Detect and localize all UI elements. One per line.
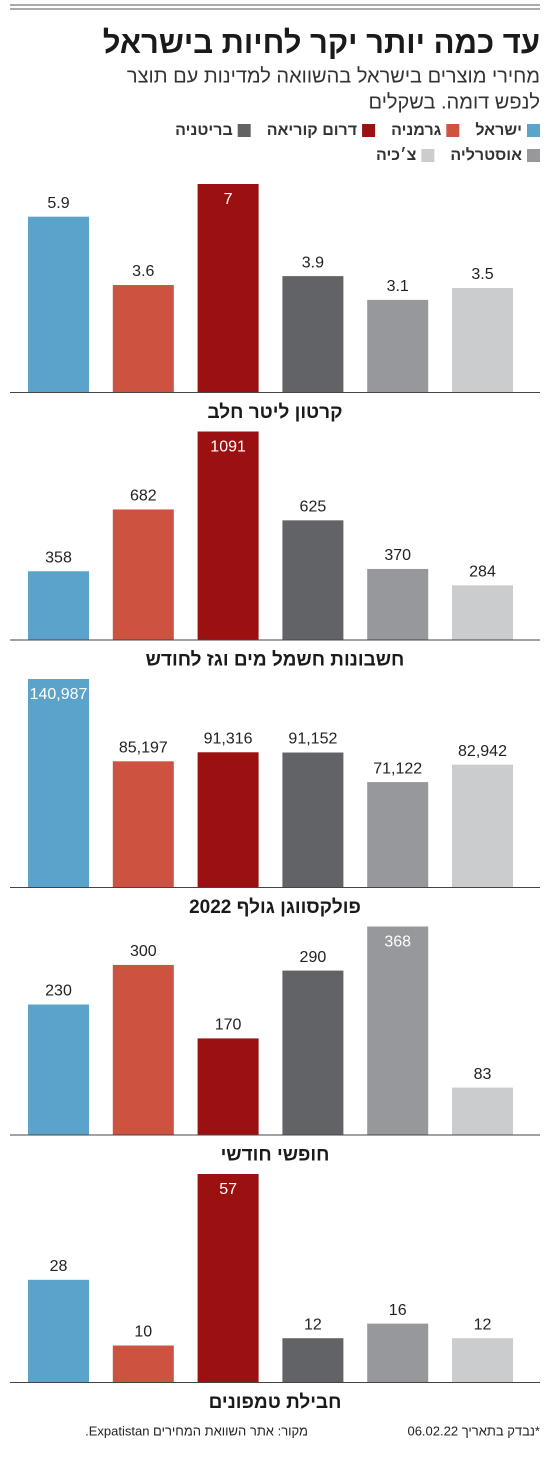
- chart-title: חשבונות חשמל מים וגז לחודש: [146, 650, 405, 671]
- value-label: 10: [134, 1324, 152, 1341]
- bar: [282, 276, 344, 392]
- bar: [282, 752, 344, 887]
- bar: [112, 761, 174, 887]
- bar: [28, 679, 89, 887]
- value-label: 3.6: [132, 263, 154, 280]
- legend-swatch: [362, 124, 376, 137]
- bar: [452, 585, 513, 640]
- value-label: 85,197: [119, 740, 168, 757]
- bar: [367, 782, 429, 887]
- legend-label: צ׳כיה: [376, 147, 416, 164]
- title: עד כמה יותר יקר לחיות בישראל: [103, 25, 540, 60]
- value-label: 7: [224, 191, 233, 208]
- value-label: 300: [130, 943, 157, 960]
- source: מקור: אתר השוואת המחירים Expatistan.: [85, 1423, 308, 1438]
- bar: [28, 1279, 89, 1382]
- value-label: 230: [45, 983, 72, 1000]
- subtitle: לנפש דומה. בשקלים: [369, 91, 540, 113]
- chart-title: פולקסווגן גולף 2022: [189, 897, 361, 918]
- value-label: 57: [219, 1181, 237, 1198]
- bar: [197, 1174, 259, 1382]
- bar: [452, 764, 513, 887]
- value-label: 1091: [210, 439, 246, 456]
- bar: [197, 184, 259, 392]
- bar: [367, 568, 429, 640]
- bar: [367, 299, 429, 392]
- bar: [367, 926, 429, 1135]
- bar: [282, 1338, 344, 1382]
- bar: [112, 285, 174, 392]
- value-label: 370: [384, 547, 411, 564]
- value-label: 3.5: [471, 266, 493, 283]
- legend-swatch: [527, 149, 540, 162]
- legend-label: גרמניה: [391, 122, 442, 139]
- bar: [28, 216, 89, 392]
- bar: [28, 1004, 89, 1135]
- legend-label: דרום קוריאה: [267, 122, 357, 139]
- bar: [112, 509, 174, 640]
- value-label: 625: [300, 499, 327, 516]
- value-label: 290: [300, 949, 327, 966]
- value-label: 368: [384, 934, 411, 951]
- bar: [282, 970, 344, 1135]
- value-label: 5.9: [47, 195, 69, 212]
- legend-label: בריטניה: [175, 122, 233, 139]
- legend-label: ישראל: [475, 121, 522, 139]
- bar: [452, 1338, 513, 1382]
- legend-swatch: [421, 149, 435, 162]
- subtitle: מחירי מוצרים בישראל בהשוואה למדינות עם ת…: [127, 65, 540, 87]
- value-label: 16: [389, 1302, 407, 1319]
- value-label: 71,122: [373, 760, 422, 777]
- bar: [282, 520, 344, 640]
- legend-swatch: [237, 124, 251, 137]
- value-label: 12: [474, 1316, 492, 1333]
- value-label: 91,316: [204, 730, 253, 747]
- legend-swatch: [446, 124, 460, 137]
- chart-title: קרטון ליטר חלב: [207, 402, 342, 423]
- value-label: 91,152: [288, 731, 337, 748]
- footnote: *נבדק בתאריך 06.02.22: [407, 1423, 540, 1438]
- value-label: 140,987: [30, 686, 88, 703]
- chart-title: חבילת טמפונים: [209, 1392, 342, 1413]
- value-label: 12: [304, 1316, 322, 1333]
- value-label: 3.1: [387, 278, 409, 295]
- bar: [197, 752, 259, 887]
- bar: [197, 1038, 259, 1135]
- value-label: 83: [474, 1066, 492, 1083]
- legend-swatch: [527, 124, 540, 137]
- value-label: 284: [469, 564, 496, 581]
- legend-label: אוסטרליה: [450, 146, 522, 164]
- value-label: 28: [50, 1258, 68, 1275]
- value-label: 358: [45, 549, 72, 566]
- value-label: 682: [130, 488, 157, 505]
- chart-title: חופשי חודשי: [221, 1145, 330, 1166]
- bar: [197, 431, 259, 640]
- value-label: 82,942: [458, 743, 507, 760]
- bar: [112, 1345, 174, 1382]
- value-label: 170: [215, 1017, 242, 1034]
- bar: [112, 964, 174, 1135]
- bar: [28, 571, 89, 640]
- bar: [452, 1087, 513, 1135]
- bar: [367, 1323, 429, 1382]
- bar: [452, 288, 513, 392]
- value-label: 3.9: [302, 254, 324, 271]
